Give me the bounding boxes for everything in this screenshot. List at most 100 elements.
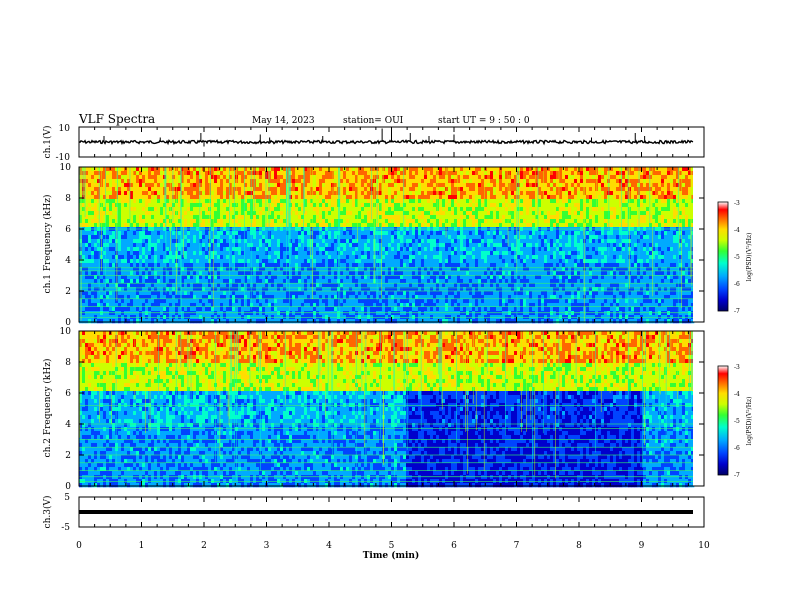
spectrogram-cell <box>301 195 305 200</box>
spectrogram-cell <box>160 259 164 264</box>
spectrogram-cell <box>454 179 458 184</box>
spectrogram-cell <box>289 263 293 268</box>
spectrogram-cell <box>316 207 320 212</box>
spectrogram-cell <box>331 271 335 276</box>
spectrogram-cell <box>313 235 317 240</box>
spectrogram-cell <box>136 215 140 220</box>
spectrogram-cell <box>160 291 164 296</box>
spectrogram-cell <box>157 259 161 264</box>
spectrogram-cell <box>331 167 335 172</box>
spectrogram-cell <box>187 287 191 292</box>
spectrogram-cell <box>298 187 302 192</box>
spectrogram-cell <box>292 279 296 284</box>
spectrogram-cell <box>295 271 299 276</box>
spectrogram-cell <box>136 267 140 272</box>
spectrogram-cell <box>262 247 266 252</box>
spectrogram-cell <box>274 303 278 308</box>
spectrogram-cell <box>271 259 275 264</box>
spectrogram-cell <box>211 319 215 324</box>
spectrogram-cell <box>109 311 113 316</box>
spectrogram-cell <box>376 283 380 288</box>
spectrogram-cell <box>124 179 128 184</box>
spectrogram-cell <box>358 275 362 280</box>
spectrogram-cell <box>172 207 176 212</box>
spectrogram-cell <box>376 211 380 216</box>
spectrogram-cell <box>301 171 305 176</box>
spectrogram-cell <box>202 239 206 244</box>
spectrogram-cell <box>427 311 431 316</box>
spectrogram-cell <box>439 279 443 284</box>
spectrogram-cell <box>193 307 197 312</box>
spectrogram-cell <box>136 223 140 228</box>
spectrogram-cell <box>424 171 428 176</box>
spectrogram-cell <box>250 299 254 304</box>
spectrogram-cell <box>331 183 335 188</box>
spectrogram-cell <box>400 191 404 196</box>
spectrogram-cell <box>418 183 422 188</box>
spectrogram-cell <box>322 215 326 220</box>
spectrogram-cell <box>331 191 335 196</box>
spectrogram-cell <box>328 199 332 204</box>
spectrogram-cell <box>88 299 92 304</box>
spectrogram-cell <box>121 235 125 240</box>
spectrogram-cell <box>445 275 449 280</box>
spectrogram-cell <box>445 231 449 236</box>
spectrogram-cell <box>205 303 209 308</box>
spectrogram-cell <box>373 271 377 276</box>
spectrogram-cell <box>424 311 428 316</box>
spectrogram-cell <box>322 171 326 176</box>
spectrogram-cell <box>238 243 242 248</box>
spectrogram-cell <box>436 267 440 272</box>
spectrogram-cell <box>130 179 134 184</box>
spectrogram-cell <box>214 291 218 296</box>
station-label: station= OUI <box>343 116 404 126</box>
spectrogram-cell <box>229 203 233 208</box>
spectrogram-cell <box>361 319 365 324</box>
spectrogram-cell <box>364 311 368 316</box>
spectrogram-cell <box>325 303 329 308</box>
spectrogram-cell <box>160 247 164 252</box>
spectrogram-cell <box>460 219 464 224</box>
spectrogram-cell <box>172 243 176 248</box>
spectrogram-cell <box>409 255 413 260</box>
spectrogram-cell <box>367 171 371 176</box>
spectrogram-cell <box>388 271 392 276</box>
spectrogram-cell <box>283 251 287 256</box>
spectrogram-cell <box>346 219 350 224</box>
spectrogram-cell <box>382 307 386 312</box>
spectrogram-cell <box>196 171 200 176</box>
spectrogram-cell <box>319 175 323 180</box>
spectrogram-cell <box>148 259 152 264</box>
spectrogram-cell <box>427 287 431 292</box>
spectrogram-cell <box>199 235 203 240</box>
spectrogram-cell <box>238 195 242 200</box>
spectrogram-cell <box>454 259 458 264</box>
spectrogram-cell <box>400 279 404 284</box>
spectrogram-cell <box>298 279 302 284</box>
spectrogram-cell <box>349 295 353 300</box>
spectrogram-cell <box>190 219 194 224</box>
spectrogram-cell <box>307 255 311 260</box>
spectrogram-cell <box>196 203 200 208</box>
spectrogram-cell <box>184 259 188 264</box>
spectrogram-cell <box>130 259 134 264</box>
spectrogram-cell <box>154 203 158 208</box>
spectrogram-cell <box>295 299 299 304</box>
spectrogram-cell <box>298 287 302 292</box>
spectrogram-cell <box>106 243 110 248</box>
spectrogram-cell <box>112 311 116 316</box>
spectrogram-cell <box>85 295 89 300</box>
spectrogram-cell <box>262 319 266 324</box>
spectrogram-cell <box>379 219 383 224</box>
spectrogram-cell <box>145 195 149 200</box>
spectrogram-cell <box>331 295 335 300</box>
spectrogram-cell <box>415 247 419 252</box>
spectrogram-cell <box>202 179 206 184</box>
spectrogram-cell <box>97 215 101 220</box>
spectrogram-cell <box>199 319 203 324</box>
spectrogram-cell <box>199 255 203 260</box>
spectrogram-cell <box>388 279 392 284</box>
spectrogram-cell <box>427 279 431 284</box>
spectrogram-cell <box>454 219 458 224</box>
spectrogram-cell <box>373 223 377 228</box>
